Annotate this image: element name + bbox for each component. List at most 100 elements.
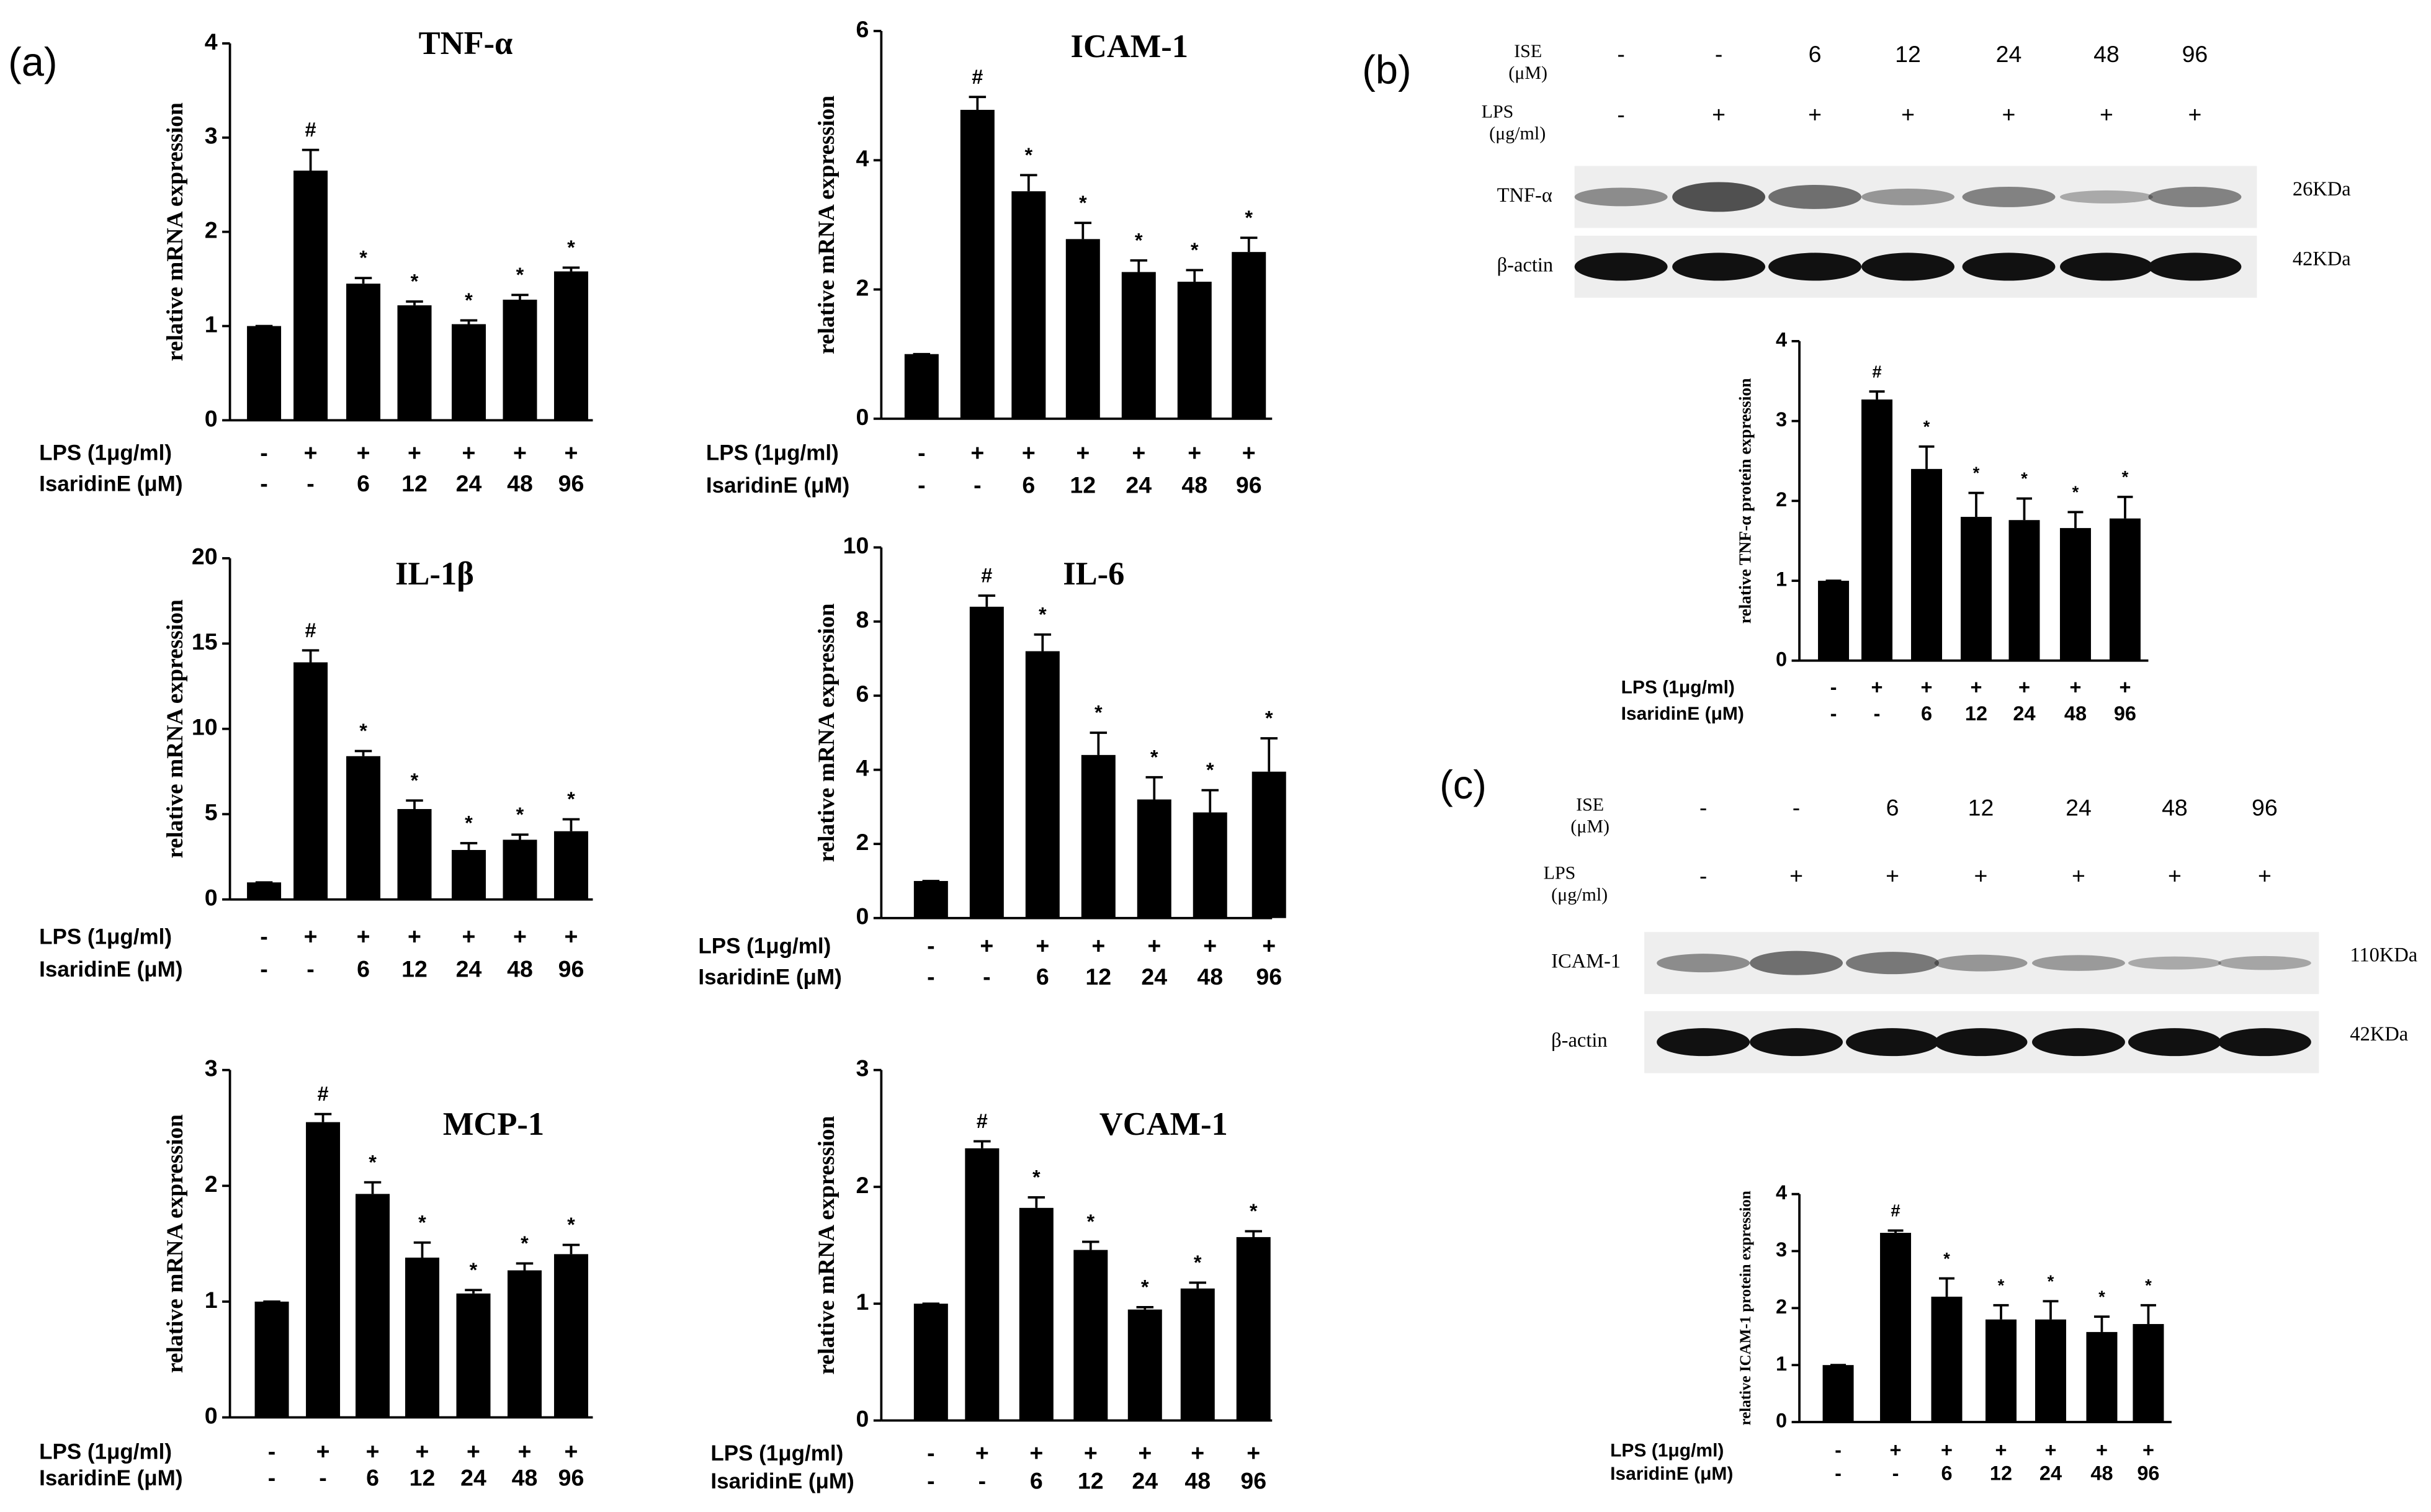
lps-label: + (980, 933, 993, 959)
lps-label: + (467, 1438, 480, 1464)
isaridine-label: - (1892, 1462, 1899, 1485)
isaridine-label: - (319, 1464, 326, 1490)
band-name: β-actin (1497, 254, 1553, 276)
significance: * (1206, 759, 1214, 781)
significance: * (359, 720, 367, 742)
lps-label: + (1871, 676, 1883, 698)
lps-label: + (1203, 933, 1217, 959)
lps-label: + (1971, 676, 1982, 698)
row-label: LPS (1μg/ml) (39, 1439, 172, 1464)
ise-label: ISE (1514, 41, 1542, 61)
significance: * (521, 1232, 529, 1255)
lps-label: + (1091, 933, 1105, 959)
significance: # (305, 619, 316, 642)
bar (1193, 812, 1227, 918)
row-label: LPS (1μg/ml) (698, 934, 831, 958)
isaridine-label: - (1874, 702, 1881, 725)
blot-band (2031, 955, 2125, 971)
lps-label: + (1247, 1439, 1260, 1465)
ise-label: ISE (1576, 795, 1604, 815)
y-tick-label: 3 (205, 123, 218, 149)
isaridine-label: 96 (1240, 1467, 1266, 1493)
isaridine-label: 6 (357, 956, 370, 982)
row-label: LPS (1μg/ml) (39, 441, 172, 465)
blot-band (1750, 951, 1843, 975)
blot-band (1672, 182, 1766, 212)
lps-label: - (268, 1438, 275, 1464)
lps-label: + (1242, 439, 1256, 465)
isaridine-label: 12 (1070, 472, 1096, 498)
bar (2086, 1331, 2118, 1423)
row-label: IsaridinE (μM) (39, 472, 182, 496)
isaridine-label: 6 (1022, 472, 1035, 498)
bar (503, 839, 537, 900)
y-tick-label: 3 (1776, 1238, 1787, 1261)
lps-label: (μg/ml) (1551, 885, 1608, 905)
row-label: IsaridinE (μM) (698, 965, 841, 989)
lps-label: + (565, 439, 578, 465)
lps-label: + (304, 923, 318, 949)
y-tick-label: 2 (205, 217, 218, 243)
y-tick-label: 6 (856, 681, 869, 707)
bar (306, 1122, 341, 1418)
significance: # (318, 1083, 329, 1105)
blot-band (1574, 187, 1668, 207)
row-label: IsaridinE (μM) (706, 473, 849, 498)
significance: * (567, 1214, 575, 1236)
significance: * (2145, 1276, 2152, 1295)
ise-value: 96 (2252, 795, 2278, 821)
lps-value: - (1699, 863, 1707, 889)
isaridine-label: - (260, 470, 267, 496)
lps-label: LPS (1482, 101, 1514, 122)
blot-band (1672, 253, 1766, 281)
significance: * (2048, 1272, 2054, 1291)
isaridine-label: 96 (1236, 472, 1262, 498)
lps-label: + (975, 1439, 989, 1465)
significance: * (1024, 144, 1032, 166)
lps-value: + (2002, 101, 2016, 127)
row-label: IsaridinE (μM) (39, 957, 182, 982)
y-tick-label: 1 (1776, 1353, 1787, 1375)
y-tick-label: 2 (856, 1172, 869, 1198)
band-size: 110KDa (2350, 944, 2417, 967)
bar (247, 882, 282, 900)
isaridine-label: - (307, 470, 314, 496)
bar (553, 271, 588, 421)
bar (1931, 1296, 1963, 1423)
chart-title: ICAM-1 (1071, 29, 1188, 65)
bar (247, 326, 282, 421)
lps-label: + (1188, 439, 1201, 465)
blot-band (1962, 186, 2056, 207)
ise-value: - (1715, 41, 1722, 67)
bar (397, 305, 432, 421)
y-tick-label: 4 (1776, 1181, 1787, 1204)
y-tick-label: 4 (1776, 328, 1787, 351)
isaridine-label: - (268, 1464, 275, 1490)
y-tick-label: 15 (192, 629, 218, 655)
lps-value: + (2072, 863, 2085, 889)
bar (452, 324, 486, 421)
significance: * (1943, 1249, 1950, 1268)
ise-label: (μM) (1508, 63, 1547, 83)
isaridine-label: 24 (1141, 964, 1167, 990)
y-axis-label: relative TNF-α protein expression (1735, 378, 1754, 624)
y-axis-label: relative mRNA expression (814, 96, 839, 354)
y-tick-label: 0 (856, 903, 869, 929)
row-label: LPS (1μg/ml) (39, 924, 172, 949)
isaridine-label: - (260, 956, 267, 982)
isaridine-label: 12 (1078, 1467, 1104, 1493)
significance: # (1891, 1201, 1900, 1220)
blot-band (1861, 253, 1955, 281)
isaridine-label: 96 (1256, 964, 1282, 990)
bar (2133, 1324, 2164, 1423)
significance: * (2072, 483, 2079, 502)
ise-value: 6 (1886, 795, 1899, 821)
lps-label: + (1029, 1439, 1043, 1465)
y-tick-label: 1 (205, 1287, 218, 1313)
y-axis-label: relative mRNA expression (814, 603, 839, 862)
row-label: LPS (1μg/ml) (1621, 678, 1735, 698)
lps-value: + (1901, 101, 1915, 127)
y-tick-label: 0 (856, 404, 869, 430)
lps-label: + (565, 923, 578, 949)
lps-value: + (2258, 863, 2272, 889)
